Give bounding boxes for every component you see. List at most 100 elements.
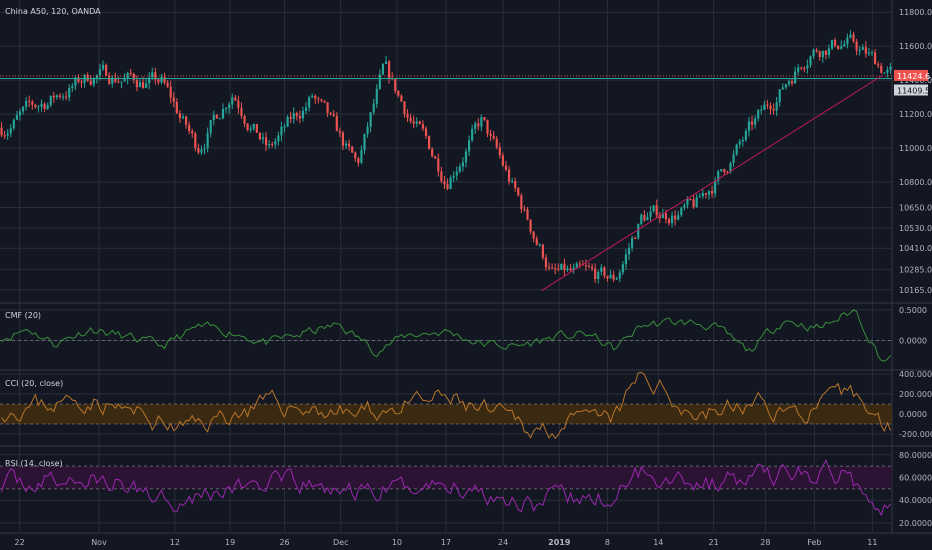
candle-body [117, 81, 120, 83]
candle-body [434, 156, 437, 159]
candle-body [12, 119, 15, 129]
candle-body [855, 41, 858, 51]
candle-body [37, 106, 40, 108]
candle-body [323, 100, 326, 103]
candle-body [101, 64, 105, 70]
candle-body [126, 72, 129, 79]
candle-body [172, 97, 175, 102]
candle-body [480, 117, 483, 127]
y-tick-label: 20.0000 [899, 519, 932, 528]
candle-body [526, 209, 529, 220]
candle-body [31, 101, 34, 105]
candle-body [249, 128, 252, 130]
candle-body [311, 95, 314, 98]
candle-body [283, 126, 286, 128]
candle-body [34, 104, 37, 108]
candle-body [40, 103, 43, 107]
candle-body [532, 231, 535, 239]
candle-body [560, 263, 563, 270]
x-tick-label: 12 [170, 538, 180, 547]
candle-body [280, 126, 283, 136]
candle-body [271, 144, 274, 146]
candle-body [735, 144, 738, 155]
candle-body [861, 47, 864, 51]
candle-body [483, 117, 486, 120]
y-tick-label: -200.0000 [899, 430, 932, 439]
candle-body [111, 77, 114, 84]
candle-body [603, 267, 606, 276]
grid-layer [0, 0, 932, 534]
y-tick-label: 0.5000 [899, 306, 927, 315]
candle-body [237, 100, 240, 108]
candle-body [744, 130, 747, 140]
candle-body [61, 96, 65, 98]
candle-body [754, 118, 757, 125]
candle-body [677, 215, 680, 220]
candle-body [486, 119, 489, 134]
candle-body [852, 34, 855, 42]
y-tick-label: 200.0000 [899, 390, 932, 399]
candle-body [840, 46, 843, 49]
candle-body [428, 135, 431, 150]
candle-body [80, 81, 83, 83]
y-tick-label: 0.0000 [899, 336, 927, 345]
rsi-series-line [1, 459, 891, 517]
candle-body [864, 47, 867, 54]
candle-body [317, 98, 320, 100]
candle-body [606, 275, 609, 279]
candle-body [240, 107, 243, 116]
candle-body [120, 81, 123, 83]
candle-body [464, 151, 468, 163]
candle-body [750, 121, 754, 125]
candle-body [449, 177, 452, 189]
cci-band [0, 404, 892, 424]
candle-body [637, 224, 640, 239]
candle-body [575, 263, 578, 268]
candle-body [886, 69, 889, 73]
candle-body [185, 116, 188, 125]
candle-body [412, 121, 415, 124]
candle-body [157, 79, 160, 83]
candle-body [474, 123, 477, 129]
candle-body [594, 268, 597, 279]
candle-body [344, 143, 348, 146]
candle-body [77, 77, 80, 82]
candle-body [544, 257, 548, 268]
last-price-label: 11424.6 [897, 72, 930, 81]
candle-body [529, 219, 532, 232]
candle-body [375, 88, 378, 104]
candle-body [889, 66, 892, 70]
candle-body [541, 244, 544, 258]
candle-body [141, 82, 145, 88]
candle-body [105, 64, 108, 76]
candle-body [43, 103, 46, 109]
candle-body [489, 133, 492, 136]
candle-body [261, 137, 265, 140]
candle-body [707, 191, 711, 195]
x-tick-label: 14 [653, 538, 663, 547]
candle-body [661, 213, 664, 219]
candle-body [341, 132, 345, 146]
candle-body [766, 104, 769, 106]
x-tick-label: 19 [225, 538, 235, 547]
candle-body [135, 80, 138, 88]
candle-body [461, 162, 464, 167]
candle-body [695, 197, 698, 207]
trendline [541, 74, 884, 292]
x-tick-label: 8 [605, 538, 610, 547]
candle-body [268, 144, 271, 146]
candle-body [563, 263, 566, 271]
candle-body [295, 113, 298, 116]
candle-body [547, 267, 551, 269]
candle-body [732, 154, 735, 163]
candle-body [492, 135, 495, 139]
candle-body [504, 165, 508, 170]
candle-body [388, 61, 391, 78]
candle-body [569, 268, 572, 271]
x-tick-label: 21 [709, 538, 719, 547]
candle-body [714, 180, 717, 194]
candle-body [443, 181, 446, 185]
candle-body [738, 141, 741, 145]
candle-body [821, 50, 824, 58]
